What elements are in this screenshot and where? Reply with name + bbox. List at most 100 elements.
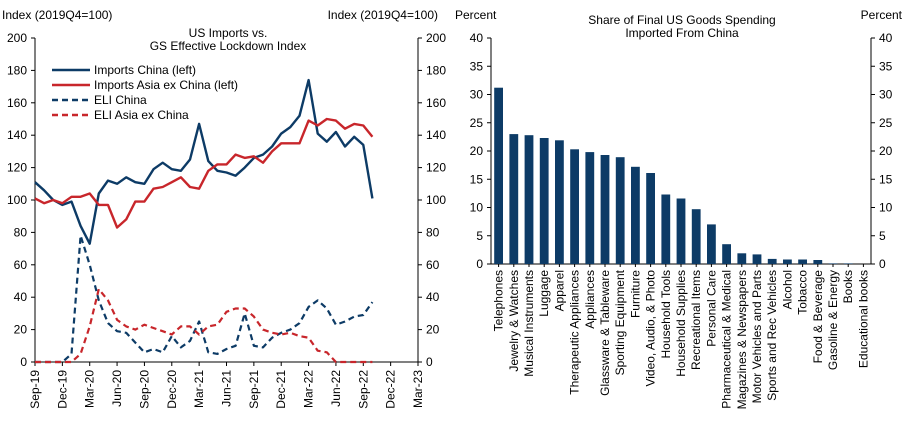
left-y2-tick-label: 140 (426, 128, 446, 142)
left-y-tick-label: 100 (7, 193, 27, 207)
bar (585, 152, 595, 264)
series-line-eli-china (35, 234, 374, 364)
bar (555, 140, 564, 264)
right-x-tick-label: Pharmaceutical & Medical (720, 270, 734, 409)
bar (570, 149, 579, 264)
right-x-tick-label: Furniture (628, 270, 642, 318)
left-y2-tick-label: 120 (426, 161, 446, 175)
right-chart-title-line1: Share of Final US Goods Spending (588, 13, 775, 27)
right-x-tick-label: Recreational Items (689, 270, 703, 370)
left-y2-tick-label: 160 (426, 96, 446, 110)
bar (843, 263, 853, 264)
right-y-tick-label: 35 (470, 59, 484, 73)
right-x-tick-label: Appliances (583, 270, 597, 329)
bar (752, 254, 762, 264)
right-y2-tick-label: 35 (879, 59, 893, 73)
left-y2-tick-label: 0 (426, 355, 433, 369)
left-x-tick-label: Sep-19 (28, 370, 42, 409)
right-y2-tick-label: 25 (879, 116, 893, 130)
left-y-tick-label: 200 (7, 31, 27, 45)
right-x-tick-label: Educational books (856, 270, 870, 368)
right-y2-tick-label: 20 (879, 144, 893, 158)
left-y-tick-label: 140 (7, 128, 27, 142)
right-x-tick-label: Therapeutic Appliances (568, 270, 582, 395)
left-x-tick-label: Mar-23 (411, 370, 425, 408)
right-x-tick-label: Luggage (537, 270, 551, 317)
left-y-tick-label: 160 (7, 96, 27, 110)
series-line-imports-china-left- (34, 78, 374, 245)
left-axes: 0 0 20 20 40 40 60 60 80 80 100 100 120 120 140 140 160 1… (7, 31, 446, 409)
right-y-tick-label: 0 (476, 257, 483, 271)
right-bar-chart: Percent Percent Share of Final US Goods … (455, 8, 903, 409)
series-line-eli-asia-ex-china (35, 288, 373, 364)
right-x-tick-label: Household Tools (659, 270, 673, 359)
bar (661, 194, 671, 264)
right-x-tick-label: Musical Instruments (522, 270, 536, 377)
right-y-tick-label: 20 (470, 144, 484, 158)
left-x-tick-label: Jun-22 (329, 370, 343, 407)
right-y2-axis-label: Percent (861, 8, 903, 22)
bar (767, 258, 777, 264)
right-x-tick-label: Food & Beverage (811, 270, 825, 364)
left-x-tick-label: Dec-21 (274, 370, 288, 409)
legend-label: ELI China (94, 93, 147, 107)
left-y2-tick-label: 100 (426, 193, 446, 207)
left-y-axis-label: Index (2019Q4=100) (2, 8, 112, 22)
right-x-tick-label: Personal Care (704, 270, 718, 347)
bar (691, 209, 701, 264)
right-y-tick-label: 30 (470, 88, 484, 102)
left-x-tick-label: Mar-22 (302, 370, 316, 408)
bar (828, 263, 838, 264)
bar (783, 259, 792, 264)
right-x-tick-label: Sporting Equipment (613, 269, 627, 375)
right-y-tick-label: 10 (470, 201, 484, 215)
right-x-tick-label: Jewelry & Watches (507, 270, 521, 372)
bar (615, 157, 625, 264)
right-y2-tick-label: 15 (879, 172, 893, 186)
bar (737, 253, 747, 264)
left-x-tick-label: Sep-22 (356, 370, 370, 409)
bar (539, 138, 549, 264)
left-y-tick-label: 60 (14, 258, 28, 272)
left-x-tick-label: Dec-22 (384, 370, 398, 409)
left-x-tick-label: Jun-20 (110, 370, 124, 407)
legend-label: ELI Asia ex China (94, 108, 189, 122)
left-y-tick-label: 20 (14, 323, 28, 337)
right-x-tick-label: Telephones (492, 270, 506, 331)
right-y-tick-label: 15 (470, 172, 484, 186)
left-x-tick-label: Mar-20 (83, 370, 97, 408)
right-x-tick-label: Apparel (552, 270, 566, 311)
right-y-tick-label: 25 (470, 116, 484, 130)
left-x-tick-label: Sep-20 (137, 370, 151, 409)
left-x-tick-label: Jun-21 (220, 370, 234, 407)
bar (631, 166, 640, 264)
right-y2-tick-label: 10 (879, 201, 893, 215)
right-y2-tick-label: 0 (879, 257, 886, 271)
series-line-imports-asia-ex-china-left- (34, 117, 374, 229)
right-x-tick-label: Gasoline & Energy (826, 270, 840, 370)
right-chart-title-line2: Imported From China (625, 26, 739, 40)
bar (646, 173, 655, 264)
right-x-tick-label: Tobacco (796, 270, 810, 315)
bar (707, 224, 716, 264)
left-x-tick-label: Dec-19 (55, 370, 69, 409)
left-x-tick-label: Dec-20 (165, 370, 179, 409)
right-x-tick-label: Video, Audio, & Photo (644, 270, 658, 387)
right-x-tick-label: Magazines & Newspapers (735, 270, 749, 409)
left-x-tick-label: Mar-21 (192, 370, 206, 408)
right-bars (494, 87, 853, 264)
left-y2-tick-label: 180 (426, 63, 446, 77)
left-y-tick-label: 180 (7, 63, 27, 77)
right-x-tick-label: Books (841, 270, 855, 303)
bar (798, 259, 807, 264)
right-x-tick-label: Glassware & Tableware (598, 270, 612, 396)
right-x-tick-label: Household Supplies (674, 270, 688, 377)
left-legend: Imports China (left)Imports Asia ex Chin… (52, 63, 238, 122)
left-line-chart: Index (2019Q4=100) Index (2019Q4=100) US… (2, 8, 446, 409)
legend-label: Imports Asia ex China (left) (94, 78, 238, 92)
right-y-tick-label: 5 (476, 229, 483, 243)
left-series-lines (34, 78, 374, 364)
left-x-tick-label: Sep-21 (247, 370, 261, 409)
left-y2-tick-label: 20 (426, 323, 440, 337)
